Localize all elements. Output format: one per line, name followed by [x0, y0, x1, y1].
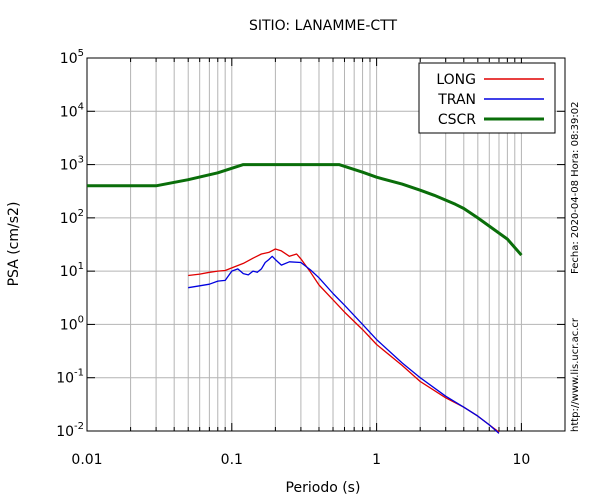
x-tick-label: 1 — [372, 452, 381, 468]
timestamp-text: Fecha: 2020-04-08 Hora: 08:39:02 — [570, 101, 581, 275]
legend-label-tran: TRAN — [437, 92, 476, 108]
x-tick-label: 10 — [512, 452, 530, 468]
y-tick-label: 103 — [60, 155, 84, 174]
y-axis-label: PSA (cm/s2) — [6, 202, 22, 287]
plot-frame — [86, 57, 566, 432]
chart-title: SITIO: LANAMME-CTT — [249, 18, 398, 34]
y-tick-label: 105 — [60, 48, 84, 67]
series-line-tran — [188, 255, 500, 434]
y-tick-label: 10-2 — [56, 421, 84, 440]
x-axis-label: Periodo (s) — [286, 480, 361, 496]
y-tick-label: 100 — [60, 314, 84, 333]
series-line-long — [188, 248, 500, 433]
url-text: http://www.lis.ucr.ac.cr — [570, 318, 581, 432]
y-tick-label: 10-1 — [56, 368, 84, 387]
series — [87, 163, 523, 434]
legend-label-cscr: CSCR — [438, 112, 476, 128]
x-tick-label: 0.1 — [221, 452, 243, 468]
legend: LONG TRAN CSCR — [418, 62, 556, 134]
grid — [86, 57, 566, 432]
y-tick-label: 101 — [60, 261, 84, 280]
x-tick-label: 0.01 — [71, 452, 102, 468]
y-tick-label: 102 — [60, 208, 84, 227]
legend-box — [418, 62, 556, 134]
y-tick-label: 104 — [60, 101, 84, 120]
axis-ticks: 0.01 0.1 1 10 105 104 103 102 101 100 10-1 10-2 — [56, 48, 566, 468]
legend-label-long: LONG — [436, 72, 476, 88]
series-line-cscr — [87, 163, 523, 257]
